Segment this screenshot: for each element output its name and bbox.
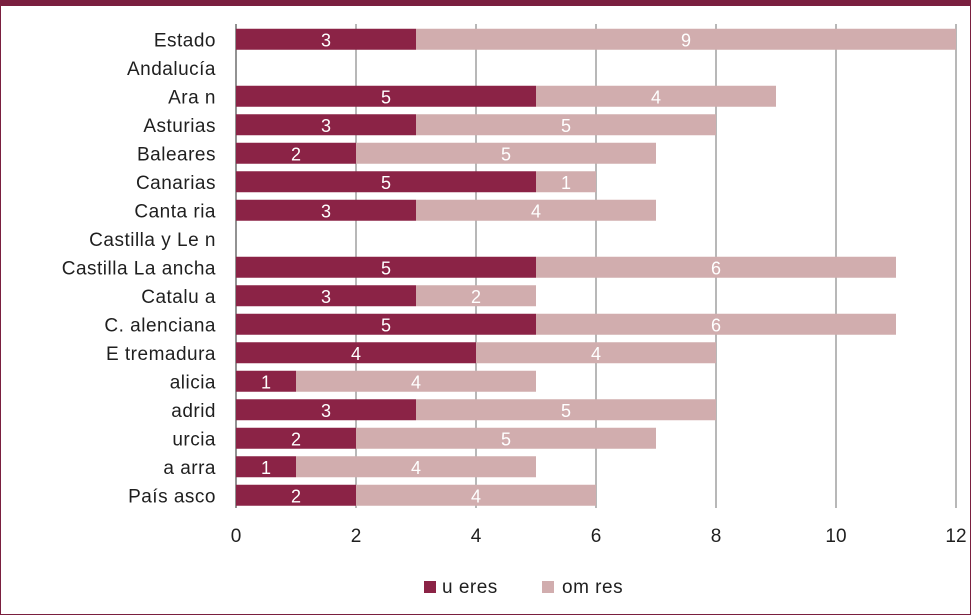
bar-segment	[356, 484, 596, 506]
bar-segment	[236, 427, 356, 449]
x-tick-label: 0	[231, 526, 242, 547]
bar-segment	[536, 313, 896, 335]
data-label: 5	[381, 173, 391, 193]
data-label: 3	[321, 401, 331, 421]
bar-segment	[296, 370, 536, 392]
bar-segment	[236, 85, 536, 107]
category-label: Baleares	[137, 144, 216, 165]
legend: u eres om res	[424, 577, 623, 598]
category-label: Asturias	[143, 116, 216, 137]
data-label: 2	[291, 429, 301, 449]
x-tick-label: 8	[711, 526, 722, 547]
bar-segment	[416, 28, 956, 50]
category-label: Canta ria	[134, 201, 216, 222]
data-label: 2	[291, 144, 301, 164]
category-label: Castilla La ancha	[62, 258, 216, 279]
x-tick-label: 6	[591, 526, 602, 547]
data-label: 4	[591, 344, 601, 364]
data-label: 5	[381, 315, 391, 335]
legend-label: om res	[562, 577, 623, 598]
bar-segment	[536, 171, 596, 193]
bar-segment	[416, 399, 716, 421]
data-label: 5	[561, 116, 571, 136]
data-label: 2	[471, 287, 481, 307]
data-label: 4	[471, 486, 481, 506]
bar-segment	[416, 199, 656, 221]
legend-swatch	[542, 581, 554, 593]
x-axis-ticks: 0 2 4 6 8 10 12	[231, 526, 967, 547]
data-label: 4	[411, 458, 421, 478]
data-label: 4	[651, 87, 661, 107]
legend-label: u eres	[442, 577, 498, 598]
data-label: 3	[321, 287, 331, 307]
bar-segment	[236, 285, 416, 307]
bars: 3 95 43 52 55 13 45 63 25 64 41 43 52 51 42 4	[236, 28, 956, 506]
bar-segment	[236, 399, 416, 421]
data-label: 1	[261, 458, 271, 478]
bar-segment	[236, 256, 536, 278]
category-labels: Estado Andalucía Ara n Asturias Baleares Cana…	[62, 30, 216, 507]
x-tick-label: 10	[825, 526, 846, 547]
data-label: 3	[321, 116, 331, 136]
data-label: 5	[501, 429, 511, 449]
data-label: 5	[381, 258, 391, 278]
data-label: 5	[381, 87, 391, 107]
bar-segment	[236, 199, 416, 221]
data-label: 4	[351, 344, 361, 364]
category-label: adrid	[171, 401, 216, 422]
bar-segment	[236, 342, 476, 364]
category-label: urcia	[172, 429, 216, 450]
legend-swatch	[424, 581, 436, 593]
top-band	[0, 0, 971, 6]
x-tick-label: 4	[471, 526, 482, 547]
bar-segment	[536, 256, 896, 278]
category-label: Estado	[154, 30, 216, 51]
data-label: 5	[561, 401, 571, 421]
data-label: 2	[291, 486, 301, 506]
category-label: País asco	[128, 486, 216, 507]
data-label: 9	[681, 30, 691, 50]
bar-segment	[296, 456, 536, 478]
bar-segment	[236, 142, 356, 164]
data-label: 4	[531, 201, 541, 221]
category-label: Ara n	[168, 87, 216, 108]
data-label: 1	[261, 372, 271, 392]
data-label: 3	[321, 30, 331, 50]
category-label: Castilla y Le n	[89, 230, 216, 251]
bar-segment	[236, 171, 536, 193]
data-label: 6	[711, 258, 721, 278]
bar-segment	[236, 456, 296, 478]
category-label: C. alenciana	[104, 315, 216, 336]
x-tick-label: 2	[351, 526, 362, 547]
bar-segment	[356, 142, 656, 164]
category-label: Catalu a	[141, 287, 216, 308]
bar-segment	[356, 427, 656, 449]
data-label: 6	[711, 315, 721, 335]
x-tick-label: 12	[945, 526, 966, 547]
data-label: 1	[561, 173, 571, 193]
category-label: Canarias	[136, 173, 216, 194]
bar-segment	[236, 28, 416, 50]
category-label: a arra	[163, 458, 216, 479]
data-label: 5	[501, 144, 511, 164]
bar-segment	[236, 370, 296, 392]
data-label: 3	[321, 201, 331, 221]
bar-segment	[236, 114, 416, 136]
bar-segment	[236, 313, 536, 335]
category-label: Andalucía	[127, 59, 216, 80]
bar-segment	[416, 285, 536, 307]
bar-segment	[476, 342, 716, 364]
category-label: alicia	[170, 372, 216, 393]
bar-segment	[536, 85, 776, 107]
bar-segment	[236, 484, 356, 506]
data-label: 4	[411, 372, 421, 392]
category-label: E tremadura	[106, 344, 216, 365]
bar-segment	[416, 114, 716, 136]
